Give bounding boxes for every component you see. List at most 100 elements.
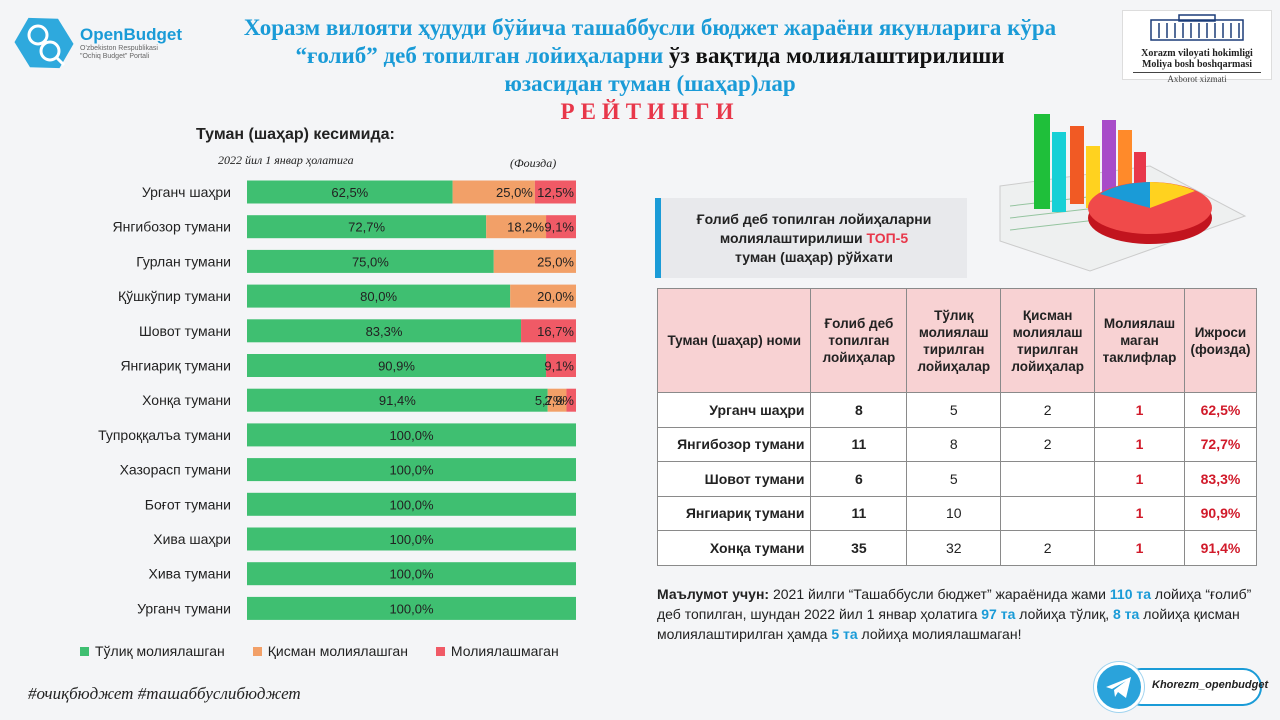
data-label: 25,0% [537, 254, 574, 269]
legend-item-full: Тўлиқ молиялашган [80, 643, 225, 659]
info-text-4: лойиҳа қисман молиялаштирилган ҳамда [657, 606, 1240, 642]
bar-segment [534, 180, 576, 204]
cell-unfunded: 1 [1094, 530, 1185, 566]
logo-sub-2: "Ochiq Budget" Portali [80, 53, 150, 60]
category-label: Қўшкўпир тумани [118, 288, 231, 304]
chart-unit-label: (Фоизда) [510, 156, 557, 170]
table-row: Шовот тумани 6 5 1 83,3% [656, 461, 1257, 497]
info-number-unfunded: 5 та [831, 626, 858, 642]
col-header-partial: Қисман молиялаш тирилган лойиҳалар [1000, 288, 1096, 393]
table-row: Хонқа тумани 35 32 2 1 91,4% [656, 530, 1257, 566]
openbudget-logo-icon [14, 17, 74, 69]
cell-full: 5 [906, 392, 1002, 428]
info-text-3: лойиҳа тўлиқ, [1015, 606, 1113, 622]
data-label: 100,0% [389, 532, 434, 547]
category-label: Хазорасп тумани [120, 462, 231, 478]
cell-unfunded: 1 [1094, 392, 1185, 428]
data-label: 80,0% [360, 289, 397, 304]
info-lead: Маълумот учун: [657, 586, 770, 602]
category-label: Урганч тумани [137, 600, 231, 616]
data-label: 100,0% [389, 463, 434, 478]
telegram-icon[interactable] [1094, 662, 1144, 712]
legend-item-partial: Қисман молиялашган [252, 643, 408, 659]
data-label: 91,4% [379, 393, 416, 408]
cell-unfunded: 1 [1094, 495, 1185, 531]
cell-district: Урганч шаҳри [656, 392, 812, 428]
cell-execution: 62,5% [1184, 392, 1257, 428]
legend-swatch-full [80, 646, 89, 656]
category-label: Урганч шаҳри [142, 184, 231, 200]
hashtags: #очиқбюджет #ташаббуслибюджет [28, 684, 301, 703]
category-label: Хива шаҳри [153, 531, 231, 547]
cell-execution: 91,4% [1184, 530, 1257, 566]
col-header-winners: Ғолиб деб топилган лойиҳалар [810, 288, 908, 393]
cell-district: Янгиариқ тумани [656, 495, 812, 531]
title-line-2-dark: ўз вақтида молиялаштирилиши [663, 43, 1005, 68]
chart-title: Туман (шаҳар) кесимида: [196, 126, 395, 143]
bar-segment [247, 492, 576, 516]
data-label: 100,0% [389, 601, 434, 616]
bar-segment [247, 562, 576, 586]
cell-district: Шовот тумани [656, 461, 812, 497]
page-title: Хоразм вилояти ҳудуди бўйича ташаббусли … [185, 14, 1115, 126]
bar-segment [247, 180, 453, 204]
cell-full: 8 [906, 426, 1002, 462]
table-row: Янгибозор тумани 11 8 2 1 72,7% [656, 426, 1257, 462]
data-label: 100,0% [389, 567, 434, 582]
cell-unfunded: 1 [1094, 426, 1185, 462]
top5-line-2a: молиялаштирилиши [719, 230, 867, 246]
bar-segment [546, 354, 576, 377]
table-header-row: Туман (шаҳар) номи Ғолиб деб топилган ло… [656, 288, 1257, 393]
title-line-1: Хоразм вилояти ҳудуди бўйича ташаббусли … [243, 15, 1057, 40]
chart-legend: Тўлиқ молиялашган Қисман молиялашган Мол… [80, 643, 559, 659]
data-label: 100,0% [389, 428, 434, 443]
gov-emblem: Xorazm viloyati hokimligi Moliya bosh bo… [1122, 10, 1272, 84]
cell-full: 32 [906, 530, 1002, 566]
cell-unfunded: 1 [1094, 461, 1185, 497]
logo-sub-1: O'zbekiston Respublikasi [80, 45, 158, 52]
legend-label-none: Молиялашмаган [450, 643, 559, 659]
category-label: Шовот тумани [139, 323, 231, 339]
cell-partial: 2 [1000, 392, 1096, 428]
cell-full: 10 [906, 495, 1002, 531]
bar-segment [546, 215, 576, 239]
legend-item-none: Молиялашмаган [435, 643, 559, 659]
telegram-link[interactable]: Khorezm_openbudget [1094, 662, 1269, 712]
cell-partial [1000, 495, 1096, 531]
cell-district: Хонқа тумани [656, 530, 812, 566]
data-label: 83,3% [366, 324, 403, 339]
legend-swatch-partial [252, 646, 262, 656]
title-line-3: юзасидан туман (шаҳар)лар [504, 71, 796, 96]
bar-segment [247, 354, 547, 377]
cell-execution: 90,9% [1184, 495, 1257, 531]
info-text-2: лойиҳа “ғолиб” деб топилган, шундан 2022… [657, 586, 1252, 622]
category-label: Тупроққалъа тумани [98, 427, 231, 443]
data-label: 9,1% [544, 359, 574, 374]
bar-segment [247, 388, 548, 412]
data-label: 75,0% [352, 254, 389, 269]
government-building-icon [1150, 14, 1244, 41]
chart-subtitle: 2022 йил 1 январ ҳолатига [218, 153, 354, 167]
top5-table: Туман (шаҳар) номи Ғолиб деб топилган ло… [656, 288, 1257, 566]
bar-segment [247, 319, 522, 343]
bar-segment [247, 527, 576, 551]
data-label: 5,7% [535, 393, 565, 408]
data-label: 62,5% [331, 185, 368, 200]
info-text-1: 2021 йилги “Ташаббусли бюджет” жараёнида… [769, 586, 1110, 602]
bar-segment [247, 596, 576, 620]
bar-segment [493, 249, 576, 273]
cell-winners: 8 [810, 392, 908, 428]
data-label: 2,9% [544, 393, 574, 408]
telegram-handle[interactable]: Khorezm_openbudget [1152, 679, 1269, 691]
telegram-badge[interactable] [1122, 668, 1262, 706]
gov-line-1: Xorazm viloyati hokimligi [1141, 48, 1253, 59]
bar-segment [547, 388, 567, 412]
bar-segment [247, 249, 494, 273]
cell-winners: 11 [810, 495, 908, 531]
bar-segment [452, 180, 535, 204]
gov-line-3: Axborot xizmati [1133, 72, 1261, 84]
legend-label-partial: Қисман молиялашган [267, 643, 408, 659]
info-number-full: 97 та [981, 606, 1016, 622]
cell-full: 5 [906, 461, 1002, 497]
top5-badge: ТОП-5 [866, 230, 909, 246]
